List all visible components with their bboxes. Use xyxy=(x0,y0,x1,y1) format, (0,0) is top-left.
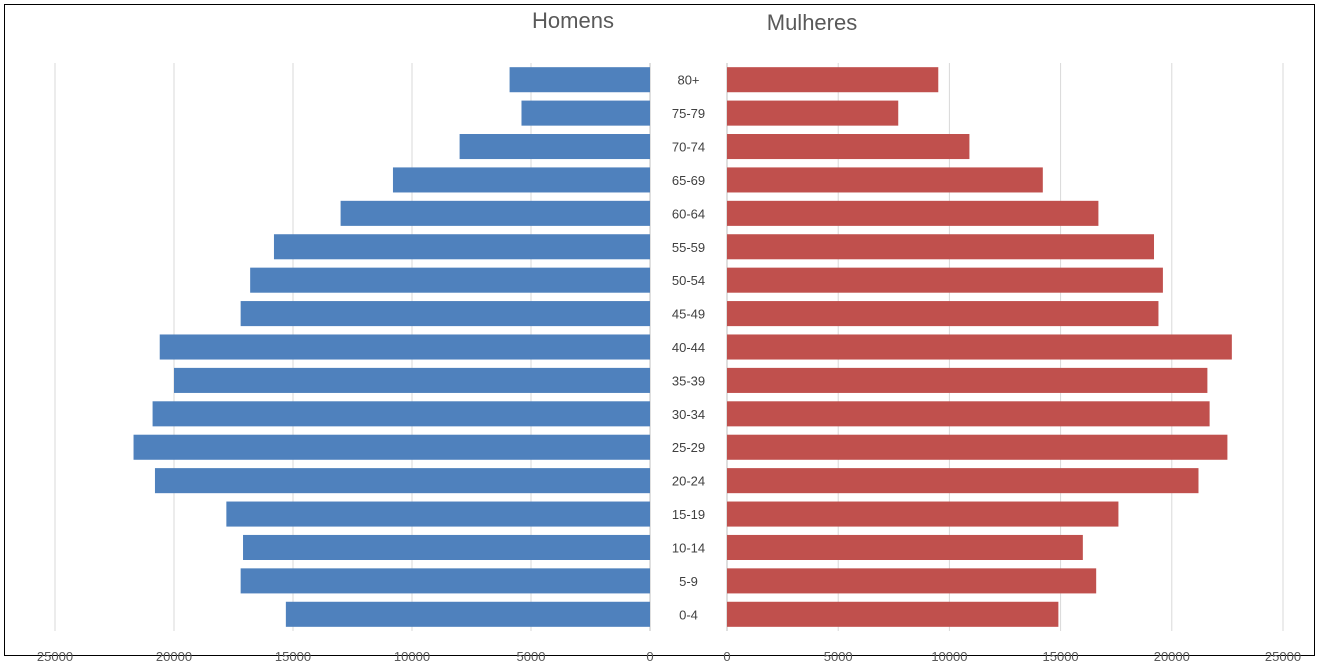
x-tick-label-left: 0 xyxy=(646,649,653,662)
bar-mulheres-25-29 xyxy=(727,434,1228,460)
bar-homens-80+ xyxy=(509,67,650,93)
x-tick-label-left: 5000 xyxy=(517,649,546,662)
bar-homens-70-74 xyxy=(459,134,650,160)
chart-frame xyxy=(4,4,1315,656)
bar-mulheres-70-74 xyxy=(727,134,970,160)
bar-homens-60-64 xyxy=(340,200,650,226)
category-label: 45-49 xyxy=(672,307,705,322)
bar-homens-35-39 xyxy=(174,367,650,393)
category-label: 40-44 xyxy=(672,340,705,355)
bars xyxy=(133,67,1232,627)
category-label: 75-79 xyxy=(672,106,705,121)
bar-homens-10-14 xyxy=(243,534,650,560)
category-label: 20-24 xyxy=(672,474,705,489)
bar-mulheres-60-64 xyxy=(727,200,1099,226)
bar-mulheres-45-49 xyxy=(727,301,1159,327)
bar-homens-45-49 xyxy=(240,301,650,327)
category-label: 5-9 xyxy=(679,574,698,589)
chart-title-homens: Homens xyxy=(532,8,614,33)
x-tick-label-right: 15000 xyxy=(1043,649,1079,662)
bar-mulheres-80+ xyxy=(727,67,939,93)
x-tick-label-right: 10000 xyxy=(931,649,967,662)
bar-mulheres-0-4 xyxy=(727,601,1059,627)
bar-homens-50-54 xyxy=(250,267,650,293)
bar-mulheres-30-34 xyxy=(727,401,1210,427)
category-label: 80+ xyxy=(677,73,699,88)
bar-mulheres-55-59 xyxy=(727,234,1155,260)
bar-homens-65-69 xyxy=(392,167,650,193)
x-tick-label-left: 20000 xyxy=(156,649,192,662)
category-label: 10-14 xyxy=(672,540,705,555)
category-label: 60-64 xyxy=(672,206,705,221)
x-tick-label-right: 20000 xyxy=(1154,649,1190,662)
category-label: 0-4 xyxy=(679,607,698,622)
bar-mulheres-40-44 xyxy=(727,334,1232,360)
x-tick-label-left: 15000 xyxy=(275,649,311,662)
bar-mulheres-20-24 xyxy=(727,468,1199,494)
category-label: 35-39 xyxy=(672,373,705,388)
bar-homens-15-19 xyxy=(226,501,651,527)
bar-mulheres-10-14 xyxy=(727,534,1083,560)
category-label: 70-74 xyxy=(672,140,705,155)
bar-homens-75-79 xyxy=(521,100,650,126)
x-tick-label-right: 0 xyxy=(723,649,730,662)
bar-homens-20-24 xyxy=(154,468,650,494)
chart-title-mulheres: Mulheres xyxy=(767,10,857,35)
bar-mulheres-5-9 xyxy=(727,568,1097,594)
labels: 25000 20000 15000 10000 5000 0 0 5000 10000 15000… xyxy=(37,73,1301,662)
category-label: 25-29 xyxy=(672,440,705,455)
category-label: 50-54 xyxy=(672,273,705,288)
bar-homens-55-59 xyxy=(273,234,650,260)
bar-mulheres-15-19 xyxy=(727,501,1119,527)
category-label: 15-19 xyxy=(672,507,705,522)
bar-homens-40-44 xyxy=(159,334,650,360)
bar-homens-5-9 xyxy=(240,568,650,594)
x-tick-label-left: 10000 xyxy=(394,649,430,662)
category-label: 30-34 xyxy=(672,407,705,422)
category-label: 65-69 xyxy=(672,173,705,188)
bar-mulheres-75-79 xyxy=(727,100,899,126)
bar-homens-30-34 xyxy=(152,401,650,427)
bar-homens-0-4 xyxy=(285,601,650,627)
x-tick-label-left: 25000 xyxy=(37,649,73,662)
bar-mulheres-50-54 xyxy=(727,267,1163,293)
bar-homens-25-29 xyxy=(133,434,651,460)
category-label: 55-59 xyxy=(672,240,705,255)
x-tick-label-right: 5000 xyxy=(824,649,853,662)
bar-mulheres-35-39 xyxy=(727,367,1208,393)
x-tick-label-right: 25000 xyxy=(1265,649,1301,662)
bar-mulheres-65-69 xyxy=(727,167,1043,193)
